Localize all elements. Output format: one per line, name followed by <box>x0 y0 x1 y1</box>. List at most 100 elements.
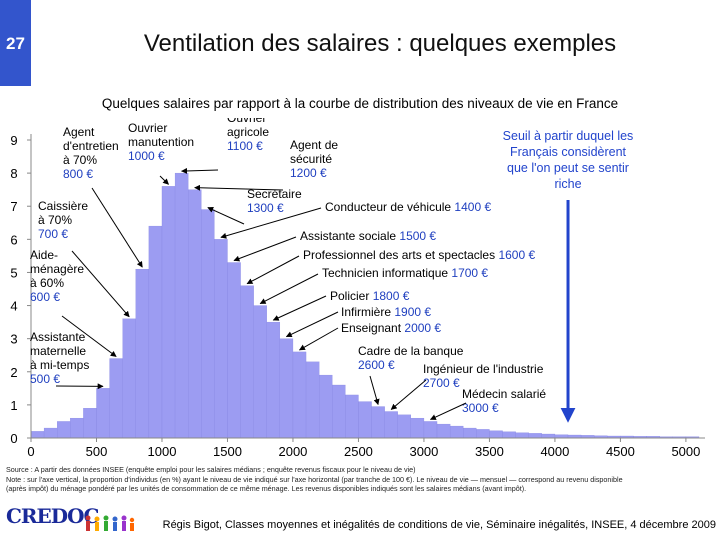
y-tick-label: 9 <box>10 133 17 148</box>
x-tick-label: 0 <box>27 444 34 459</box>
y-tick-label: 4 <box>10 299 17 314</box>
salary-distribution-chart: 0 1 2 3 4 5 6 7 8 9 0 500 1000 1500 2000 2500 3000 3500 40… <box>10 118 705 459</box>
people-figures-icon <box>85 515 135 531</box>
y-tick-label: 8 <box>10 166 17 181</box>
histogram-bar <box>463 427 477 439</box>
annotation-arrow <box>194 184 284 191</box>
histogram-bar <box>515 432 529 439</box>
annotation-label: Enseignant 2000 € <box>341 321 441 335</box>
annotation-occupation: à 60% <box>30 276 64 290</box>
histogram-bar <box>305 361 320 439</box>
y-tick-label: 5 <box>10 265 17 280</box>
annotation-arrow <box>259 273 319 305</box>
annotation-occupation: Secrétaire <box>247 187 302 201</box>
slide-number: 27 <box>6 34 25 53</box>
annotation-occupation: à 70% <box>63 153 97 167</box>
annotation-occupation: Cadre de la banque <box>358 344 464 358</box>
threshold-label: riche <box>554 177 581 191</box>
x-tick-label: 4000 <box>540 444 569 459</box>
annotation-occupation: ménagère <box>30 262 84 276</box>
annotation-arrow <box>429 402 467 420</box>
histogram-bar <box>174 172 189 439</box>
annotation-salary: 1000 € <box>128 149 165 163</box>
histogram-bar <box>96 388 110 439</box>
annotation-occupation: à mi-temps <box>30 358 89 372</box>
histogram-bar <box>227 262 241 439</box>
annotation-occupation: Infirmière <box>341 305 394 319</box>
annotation-salary: 1900 € <box>394 305 431 319</box>
source-note: Source : A partir des données INSEE (enq… <box>6 465 714 494</box>
footer-citation: Régis Bigot, Classes moyennes et inégali… <box>162 519 716 531</box>
histogram-bar <box>410 417 425 439</box>
histogram-bar <box>30 431 45 439</box>
histogram-bar <box>201 209 215 439</box>
x-tick-label: 500 <box>86 444 108 459</box>
chart-subtitle: Quelques salaires par rapport à la courb… <box>101 96 619 111</box>
histogram-bar <box>122 318 136 439</box>
annotation-salary: 1200 € <box>290 166 327 180</box>
annotation-arrow <box>159 175 169 185</box>
annotation-occupation: Technicien informatique <box>322 266 451 280</box>
histogram-bar <box>449 425 464 439</box>
annotation-arrow <box>61 315 117 357</box>
histogram-bar <box>253 305 267 439</box>
histogram-bar <box>135 268 150 439</box>
annotation-arrow <box>298 327 339 351</box>
credoc-logo: CREDOC <box>6 502 136 536</box>
annotation-salary: 800 € <box>63 167 93 181</box>
annotation-salary: 600 € <box>30 290 60 304</box>
annotation-occupation: d'entretien <box>63 139 119 153</box>
annotation-label: Policier 1800 € <box>330 289 410 303</box>
y-tick-label: 1 <box>10 398 17 413</box>
y-tick-label: 7 <box>10 199 17 214</box>
threshold-label: que l'on peut se sentir <box>507 161 629 175</box>
y-tick-label: 6 <box>10 232 17 247</box>
annotation-salary: 500 € <box>30 372 60 386</box>
histogram-bar <box>397 414 411 439</box>
annotation-occupation: Enseignant <box>341 321 404 335</box>
histogram-bar <box>345 394 359 439</box>
histogram-bar <box>214 239 228 439</box>
annotation-salary: 1600 € <box>498 248 535 262</box>
x-tick-label: 2000 <box>278 444 307 459</box>
histogram-bar <box>266 321 281 439</box>
annotation-salary: 1700 € <box>451 266 488 280</box>
histogram-bar <box>43 427 58 439</box>
histogram-bar <box>279 338 294 439</box>
annotation-occupation: Médecin salarié <box>462 387 546 401</box>
x-tick-label: 3500 <box>475 444 504 459</box>
histogram-bar <box>476 429 490 439</box>
annotation-salary: 2000 € <box>404 321 441 335</box>
histogram-bar <box>57 421 71 439</box>
annotation-salary: 2600 € <box>358 358 395 372</box>
histogram-bar <box>319 374 333 439</box>
histogram-bar <box>332 384 346 439</box>
histogram-bar <box>83 408 97 439</box>
annotation-salary: 1400 € <box>454 200 491 214</box>
annotation-arrow <box>91 187 143 268</box>
slide-title: Ventilation des salaires : quelques exem… <box>143 30 617 57</box>
histogram-bar <box>436 423 451 439</box>
histogram-bar <box>423 421 438 439</box>
annotation-salary: 1800 € <box>373 289 410 303</box>
annotation-salary: 1300 € <box>247 201 284 215</box>
annotation-occupation: sécurité <box>290 152 332 166</box>
x-tick-label: 1000 <box>148 444 177 459</box>
annotation-occupation: Ouvrier <box>227 118 266 125</box>
annotation-arrow <box>390 379 427 410</box>
x-tick-label: 2500 <box>344 444 373 459</box>
histogram-bar <box>528 433 542 439</box>
histogram-bar <box>188 189 202 439</box>
x-tick-label: 3000 <box>409 444 438 459</box>
histogram-bar <box>384 411 398 439</box>
x-tick-label: 4500 <box>606 444 635 459</box>
annotation-salary: 1100 € <box>227 139 263 153</box>
annotation-label: Assistante sociale 1500 € <box>300 229 436 243</box>
annotation-arrow <box>71 250 130 318</box>
annotation-salary: 1500 € <box>399 229 436 243</box>
slide-number-box <box>0 0 31 86</box>
annotation-occupation: Caissière <box>38 199 88 213</box>
annotation-label: Technicien informatique 1700 € <box>322 266 488 280</box>
histogram-bar <box>161 186 176 439</box>
threshold-label: Français considèrent <box>510 145 627 159</box>
